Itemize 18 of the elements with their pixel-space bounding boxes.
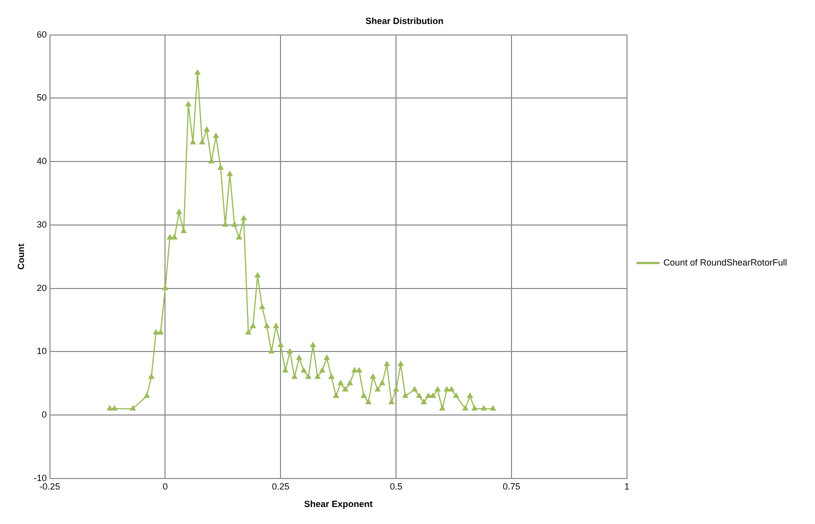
x-axis-title: Shear Exponent [304, 499, 373, 510]
y-tick-label: -10 [34, 472, 47, 483]
y-tick-label: 10 [36, 346, 47, 356]
x-tick-label: 0 [162, 481, 168, 492]
x-tick-label: 0.5 [390, 481, 402, 492]
y-tick-label: 40 [36, 156, 47, 166]
y-axis-title: Count [16, 244, 26, 270]
y-tick-label: 20 [36, 282, 47, 293]
legend-label: Count of RoundShearRotorFull [663, 257, 788, 268]
x-tick-label: 0.75 [502, 481, 520, 492]
x-tick-label: 0.25 [272, 481, 290, 492]
y-tick-label: 60 [36, 29, 47, 40]
chart-title: Shear Distribution [365, 16, 444, 26]
y-tick-label: 50 [36, 92, 47, 103]
x-tick-label: -0.25 [40, 481, 60, 492]
x-tick-label: 1 [624, 481, 630, 492]
y-tick-label: 30 [36, 219, 47, 230]
y-tick-label: 0 [42, 410, 47, 420]
